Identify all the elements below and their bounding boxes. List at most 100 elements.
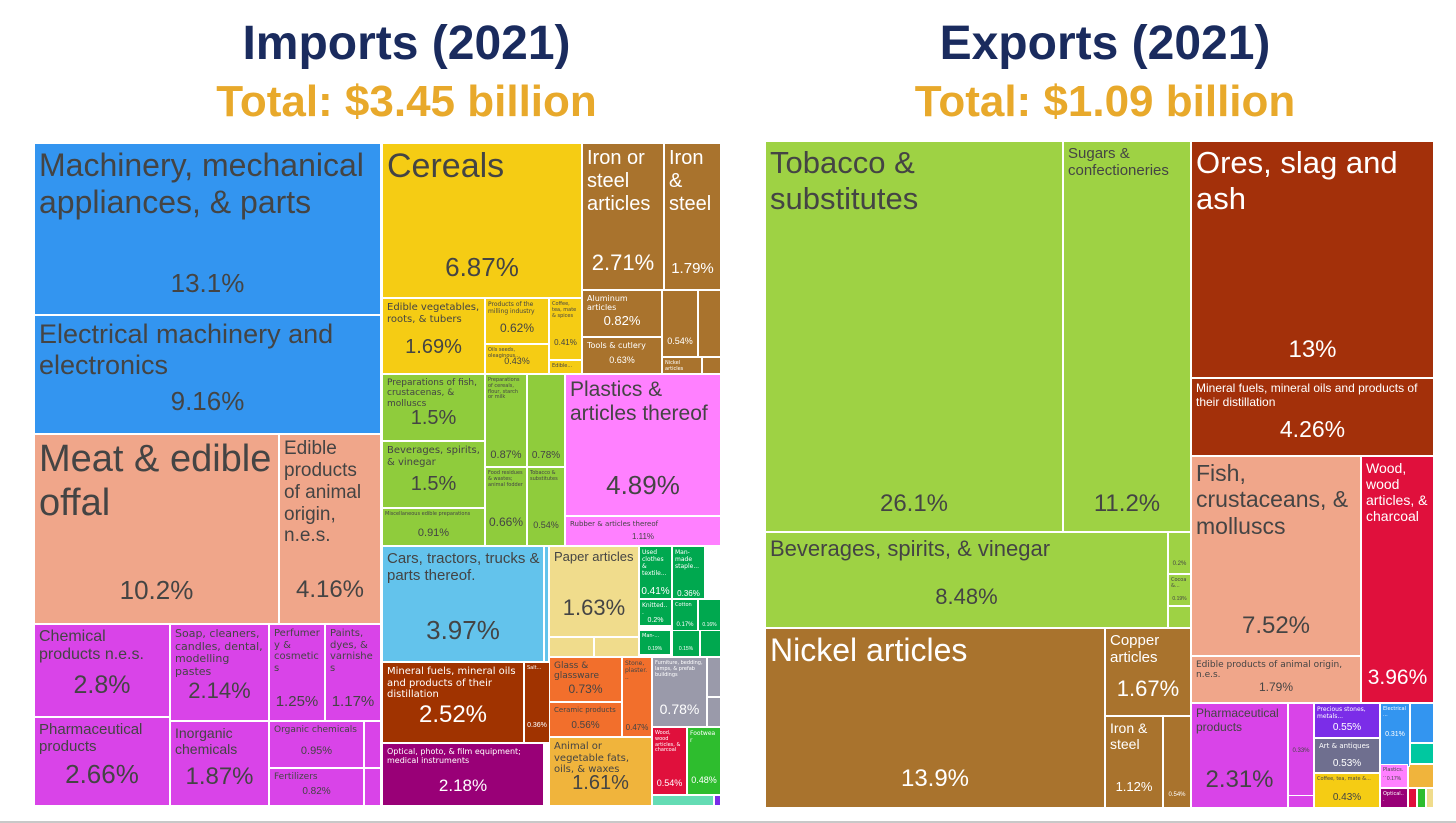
imports-tile: Aluminum articles 0.82% — [582, 290, 662, 337]
imports-tile-label: Chemical products n.e.s. — [39, 628, 144, 664]
imports-tile: Cereals 6.87% — [382, 143, 582, 298]
imports-tile-percent: 10.2% — [119, 574, 194, 605]
imports-tile-percent: 1.17% — [331, 693, 375, 711]
imports-tile: Tools & cutlery 0.63% — [582, 337, 662, 374]
imports-tile-label: Perfumery & cosmetics — [274, 628, 320, 674]
minor-category-tile — [1408, 764, 1434, 788]
imports-tile-label: Mineral fuels, mineral oils and products… — [387, 666, 516, 700]
imports-tile-percent: 1.11% — [631, 532, 655, 542]
imports-tile: Nickel articles — [662, 357, 702, 374]
imports-tile-label: Beverages, spirits, & vinegar — [387, 445, 480, 468]
exports-tile: Art & antiques 0.53% — [1314, 738, 1380, 773]
imports-tile-percent: 2.14% — [188, 678, 251, 704]
imports-tile-label: Paints, dyes, & varnishes — [330, 628, 373, 674]
imports-tile: Organic chemicals 0.95% — [269, 721, 364, 768]
imports-tile-percent: 0.2% — [647, 617, 664, 625]
imports-tile-label: Rubber & articles thereof — [570, 520, 659, 528]
imports-tile-label: Stone, plaster... — [625, 660, 648, 681]
exports-tile: Plastics... 0.17% — [1380, 764, 1408, 788]
minor-category-tile — [702, 357, 721, 374]
minor-category-tile — [549, 637, 594, 657]
imports-tile-percent: 2.52% — [418, 700, 488, 728]
exports-tile-percent: 0.17% — [1386, 775, 1402, 782]
imports-tile-label: Salt... — [527, 665, 542, 671]
imports-tile: Edible... — [549, 360, 582, 374]
imports-tile-label: Fertilizers — [274, 772, 318, 782]
imports-tile-percent: 0.66% — [488, 514, 524, 529]
imports-tile-label: Tobacco & substitutes — [530, 470, 558, 482]
imports-tile-percent: 1.87% — [185, 762, 254, 790]
exports-tile: Beverages, spirits, & vinegar 8.48% — [765, 532, 1168, 628]
imports-title: Imports (2021) — [242, 17, 571, 70]
minor-category-tile — [698, 290, 721, 357]
imports-tile-label: Cotton — [675, 602, 692, 608]
imports-tile: Fertilizers 0.82% — [269, 768, 364, 806]
imports-tile-percent: 9.16% — [170, 385, 245, 416]
exports-tile-label: Tobacco & substitutes — [770, 145, 919, 216]
imports-tile: Stone, plaster... 0.47% — [622, 657, 652, 737]
exports-tile: Fish, crustaceans, & molluscs 7.52% — [1191, 456, 1361, 656]
imports-tile-percent: 0.19% — [647, 645, 663, 652]
exports-tile-percent: 8.48% — [935, 584, 998, 610]
imports-tile-label: Used clothes & textile... — [642, 549, 667, 577]
exports-tile: Sugars & confectioneries 11.2% — [1063, 141, 1191, 532]
exports-tile-label: Sugars & confectioneries — [1068, 145, 1169, 180]
imports-tile: Footwear 0.48% — [687, 727, 721, 795]
imports-tile-label: Footwear — [690, 730, 716, 744]
bottom-divider — [0, 821, 1456, 823]
imports-tile: Preparations of fish, crustacenas, & mol… — [382, 374, 485, 441]
imports-tile-percent: 4.16% — [295, 575, 365, 603]
imports-tile: Glass & glassware 0.73% — [549, 657, 622, 702]
imports-tile-label: Edible vegetables, roots, & tubers — [387, 302, 480, 325]
exports-tile-label: Cocoa &... — [1171, 577, 1187, 589]
imports-tile: Machinery, mechanical appliances, & part… — [34, 143, 381, 315]
imports-tile: 0.16% — [698, 599, 721, 631]
imports-tile: Furniture, bedding, lamps, & prefab buil… — [652, 657, 707, 727]
exports-tile-percent: 2.31% — [1205, 765, 1274, 793]
imports-tile-percent: 2.66% — [65, 758, 139, 789]
imports-tile-label: Aluminum articles — [587, 294, 628, 313]
imports-tile-label: Paper articles — [554, 549, 634, 564]
exports-tile: Pharmaceutical products 2.31% — [1191, 703, 1288, 808]
minor-category-tile — [1410, 703, 1434, 743]
minor-category-tile — [714, 795, 721, 806]
imports-tile: Products of the milling industry 0.62% — [485, 298, 549, 344]
imports-tile-label: Machinery, mechanical appliances, & part… — [39, 147, 364, 220]
exports-tile-percent: 0.33% — [1292, 747, 1310, 754]
imports-tile: Coffee, tea, mate & spices 0.41% — [549, 298, 582, 360]
imports-tile: Pharmaceutical products 2.66% — [34, 717, 170, 806]
imports-tile: Meat & edible offal 10.2% — [34, 434, 279, 624]
imports-tile-label: Oils seeds, oleaginous... — [488, 347, 520, 359]
imports-tile-label: Inorganic chemicals — [175, 725, 238, 758]
imports-tile-label: Edible... — [552, 363, 573, 369]
imports-tile: Edible vegetables, roots, & tubers 1.69% — [382, 298, 485, 374]
imports-tile-label: Miscellaneous edible preparations — [385, 511, 471, 517]
exports-tile-percent: 13.9% — [900, 764, 970, 792]
imports-total: Total: $3.45 billion — [216, 77, 597, 126]
imports-tile-percent: 0.82% — [302, 785, 331, 797]
exports-tile: 0.33% — [1288, 703, 1314, 796]
exports-tile: Edible products of animal origin, n.e.s.… — [1191, 656, 1361, 703]
imports-tile: Wood, wood articles, & charcoal 0.54% — [652, 727, 687, 795]
exports-tile: Electrical... 0.31% — [1380, 703, 1410, 767]
exports-tile-label: Ores, slag and ash — [1196, 145, 1398, 216]
exports-tile-label: Coffee, tea, mate &... — [1317, 776, 1371, 782]
exports-tile-percent: 7.52% — [1241, 611, 1311, 639]
minor-category-tile — [1417, 788, 1426, 808]
exports-tile: 0.54% — [1163, 716, 1191, 808]
imports-tile-percent: 3.97% — [426, 614, 500, 645]
imports-tile-percent: 2.8% — [73, 670, 131, 699]
imports-tile-percent: 13.1% — [170, 267, 245, 298]
minor-category-tile — [700, 630, 721, 657]
imports-tile: Edible products of animal origin, n.e.s.… — [279, 434, 381, 624]
imports-tile-label: Edible products of animal origin, n.e.s. — [284, 438, 362, 547]
imports-tile: Electrical machinery and electronics 9.16… — [34, 315, 381, 434]
exports-total: Total: $1.09 billion — [914, 77, 1296, 126]
exports-tile-label: Beverages, spirits, & vinegar — [770, 536, 1051, 561]
imports-tile-percent: 6.87% — [445, 251, 519, 282]
exports-tile-percent: 1.12% — [1115, 778, 1153, 794]
imports-tile-label: Glass & glassware — [554, 661, 600, 682]
minor-category-tile — [1426, 788, 1434, 808]
imports-tile-percent: 0.41% — [554, 338, 577, 348]
minor-category-tile — [1410, 743, 1434, 764]
